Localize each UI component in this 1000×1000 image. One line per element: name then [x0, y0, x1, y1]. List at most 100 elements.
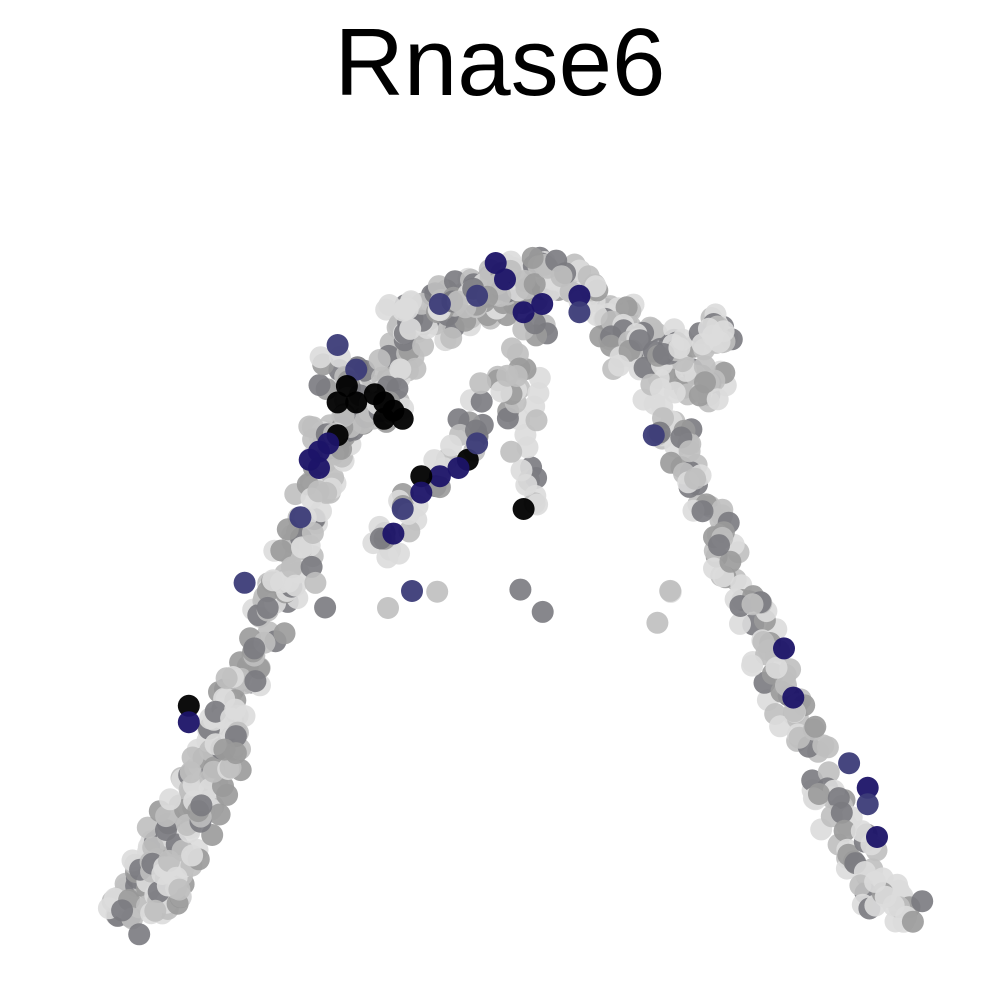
scatter-point: [693, 355, 716, 378]
scatter-point: [399, 317, 422, 340]
scatter-point: [684, 467, 707, 490]
highlight-point: [512, 498, 535, 520]
scatter-point: [377, 597, 399, 619]
highlight-points-layer: [177, 252, 888, 848]
scatter-point: [224, 698, 247, 721]
scatter-point: [307, 480, 330, 503]
scatter-point: [216, 783, 239, 806]
scatter-point: [314, 596, 337, 619]
scatter-point: [181, 844, 204, 867]
scatter-point: [702, 324, 724, 347]
scatter-point: [440, 434, 463, 457]
scatter-point: [190, 794, 213, 817]
scatter-point: [243, 637, 266, 660]
scatter-point: [608, 354, 631, 377]
highlight-point: [326, 391, 349, 414]
highlight-point: [856, 793, 879, 816]
highlight-point: [326, 334, 349, 356]
scatter-point: [668, 337, 691, 359]
scatter-point: [208, 803, 231, 826]
scatter-point: [181, 746, 204, 769]
scatter-point: [304, 571, 327, 594]
scatter-point: [136, 816, 159, 839]
scatter-point: [213, 738, 236, 761]
scatter-point: [882, 894, 905, 917]
scatter-point: [273, 622, 296, 645]
highlight-point: [289, 506, 312, 529]
scatter-point: [531, 600, 554, 623]
highlight-point: [782, 686, 805, 709]
highlight-point: [773, 637, 795, 660]
scatter-point: [646, 611, 669, 634]
scatter-point: [615, 296, 638, 319]
scatter-point: [368, 349, 391, 371]
scatter-point: [469, 372, 492, 395]
scatter-point: [351, 412, 374, 434]
scatter-point: [155, 805, 178, 828]
highlight-point: [308, 457, 330, 479]
highlight-point: [345, 391, 368, 414]
scatter-point: [807, 783, 830, 805]
scatter-point: [678, 440, 701, 463]
highlight-point: [391, 407, 414, 430]
scatter-point: [256, 596, 279, 619]
scatter-point: [308, 374, 331, 397]
scatter-point: [706, 388, 729, 411]
scatter-point: [649, 377, 672, 400]
highlight-point: [335, 375, 358, 397]
highlight-point: [466, 284, 489, 307]
highlight-point: [345, 358, 368, 381]
scatter-point: [584, 275, 607, 298]
highlight-point: [484, 252, 507, 274]
highlight-point: [642, 424, 665, 447]
highlight-point: [866, 826, 888, 848]
scatter-point: [833, 819, 856, 842]
scatter-point: [659, 579, 682, 602]
scatter-point: [440, 327, 463, 349]
scatter-point: [741, 654, 764, 677]
highlight-point: [391, 498, 414, 520]
scatter-point: [901, 910, 924, 933]
scatter-point: [470, 390, 493, 413]
scatter-point: [521, 246, 544, 269]
scatter-point: [111, 899, 134, 922]
scatter-point: [817, 761, 840, 784]
scatter-point: [804, 715, 827, 738]
highlight-point: [428, 293, 451, 315]
chart-title: Rnase6: [334, 9, 666, 116]
scatter-point: [144, 899, 167, 922]
highlight-point: [838, 752, 861, 775]
scatter-point: [523, 273, 546, 296]
scatter-point: [426, 580, 449, 603]
scatter-point: [691, 500, 714, 523]
scatter-point: [500, 440, 523, 463]
scatter-point: [281, 556, 303, 579]
highlight-point: [531, 293, 554, 315]
scatter-point: [765, 656, 788, 679]
highlight-point: [382, 522, 405, 545]
highlight-point: [428, 465, 451, 488]
scatter-point: [301, 522, 324, 544]
scatter-point: [527, 382, 550, 405]
scatter-point: [376, 546, 399, 569]
highlight-point: [466, 432, 489, 455]
scatter-point: [769, 715, 792, 738]
scatter-point: [128, 923, 151, 946]
scatter-point: [525, 409, 548, 432]
scatter-point: [446, 290, 469, 313]
scatter-point: [215, 667, 238, 690]
scatter-point: [244, 670, 267, 693]
scatter-point: [393, 298, 416, 321]
scatter-point: [389, 358, 412, 381]
highlight-point: [177, 711, 200, 734]
scatter-point: [550, 265, 573, 288]
scatter-point: [708, 534, 730, 557]
scatter-point: [284, 574, 307, 597]
scatter-point: [816, 736, 839, 759]
highlight-point: [401, 580, 423, 602]
highlight-point: [410, 481, 433, 504]
highlight-point: [568, 301, 591, 324]
scatter-point: [142, 836, 165, 859]
scatter-point: [719, 550, 742, 573]
